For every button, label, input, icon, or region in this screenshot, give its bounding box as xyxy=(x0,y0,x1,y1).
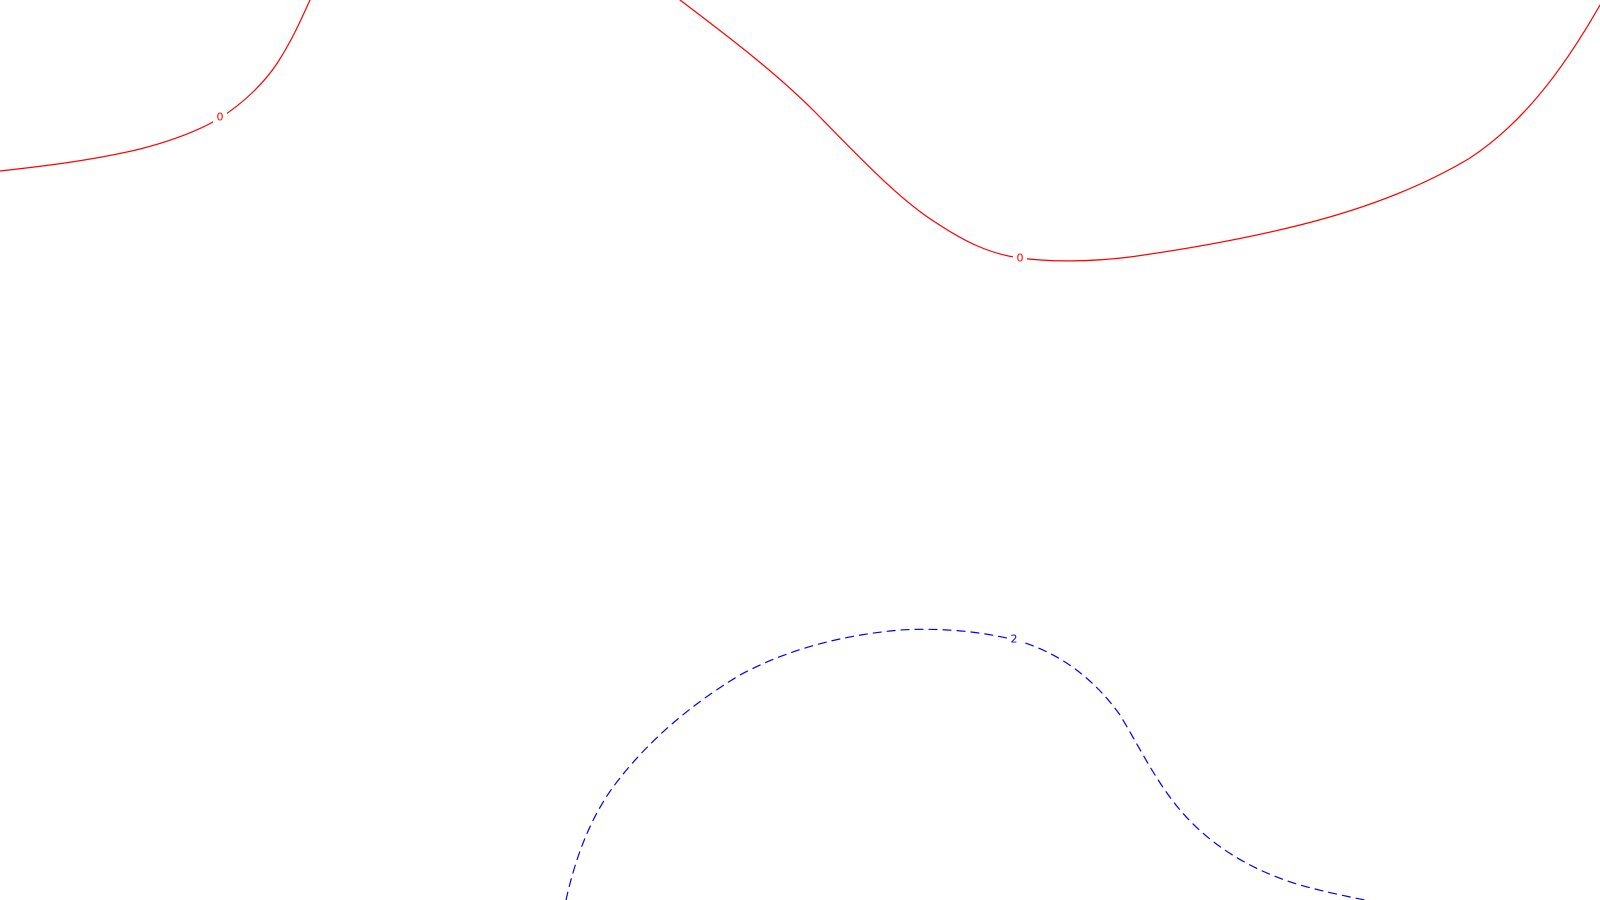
contour-line xyxy=(0,0,311,172)
contour-0-east: 0 xyxy=(679,0,1600,265)
contour-line xyxy=(679,0,1600,262)
contour-label: 2 xyxy=(1011,633,1018,646)
contour-2: 2 xyxy=(565,628,1366,900)
contour-0-west: 0 xyxy=(0,0,311,172)
contour-label: 0 xyxy=(217,111,224,124)
contour-label: 0 xyxy=(1017,252,1024,265)
contour-line xyxy=(565,628,1366,900)
